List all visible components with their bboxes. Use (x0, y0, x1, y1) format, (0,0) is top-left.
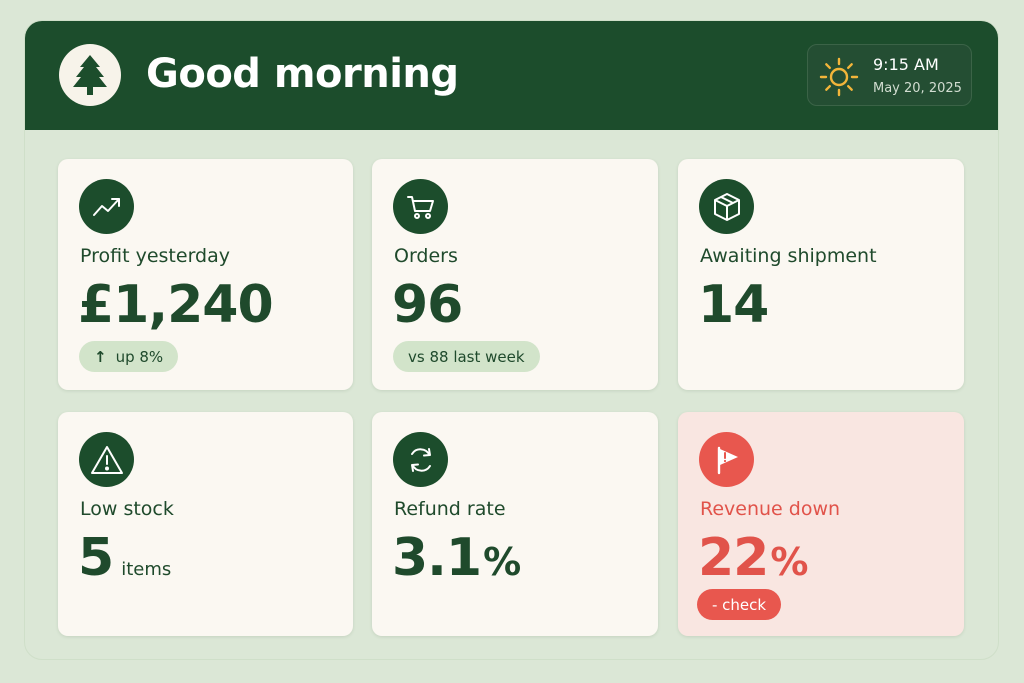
card-value: 14 (698, 275, 769, 335)
card-awaiting-shipment[interactable]: Awaiting shipment 14 (678, 159, 964, 390)
value-number: 22 (698, 528, 769, 588)
card-label: Refund rate (394, 498, 506, 520)
card-revenue-down[interactable]: Revenue down 22% - check (678, 412, 964, 636)
arrow-up-icon: ↑ (94, 347, 107, 366)
clock-date: May 20, 2025 (873, 81, 962, 96)
trending-up-icon (79, 179, 134, 234)
value-number: 3.1 (392, 528, 482, 588)
value-unit: % (770, 540, 808, 584)
check-button[interactable]: - check (697, 589, 782, 620)
card-low-stock[interactable]: Low stock 5 items (58, 412, 353, 636)
trend-pill: ↑ up 8% (79, 341, 179, 372)
card-refund-rate[interactable]: Refund rate 3.1% (372, 412, 658, 636)
card-value: 22% (698, 528, 808, 588)
clock-widget: 9:15 AM May 20, 2025 (807, 44, 972, 106)
clock-time: 9:15 AM (873, 55, 939, 74)
dashboard-panel: Good morning 9:15 AM May 20, 2025 (24, 20, 999, 660)
card-label: Revenue down (700, 498, 841, 520)
package-icon (699, 179, 754, 234)
card-profit-yesterday[interactable]: Profit yesterday £1,240 ↑ up 8% (58, 159, 353, 390)
card-orders[interactable]: Orders 96 vs 88 last week (372, 159, 658, 390)
flag-alert-icon (699, 432, 754, 487)
card-value: 96 (392, 275, 463, 335)
tree-icon (59, 44, 121, 106)
value-number: 5 (78, 528, 114, 588)
card-label: Low stock (80, 498, 174, 520)
card-value: 5 items (78, 528, 171, 588)
cart-icon (393, 179, 448, 234)
value-unit: % (483, 540, 521, 584)
warning-icon (79, 432, 134, 487)
sun-icon (819, 57, 859, 97)
value-unit: items (121, 559, 172, 580)
card-label: Awaiting shipment (700, 245, 877, 267)
greeting-title: Good morning (146, 51, 459, 97)
card-value: £1,240 (78, 275, 274, 335)
comparison-pill: vs 88 last week (393, 341, 540, 372)
card-label: Profit yesterday (80, 245, 230, 267)
card-value: 3.1% (392, 528, 521, 588)
card-label: Orders (394, 245, 458, 267)
refresh-icon (393, 432, 448, 487)
header-bar: Good morning 9:15 AM May 20, 2025 (25, 21, 998, 130)
trend-text: up 8% (115, 347, 164, 366)
